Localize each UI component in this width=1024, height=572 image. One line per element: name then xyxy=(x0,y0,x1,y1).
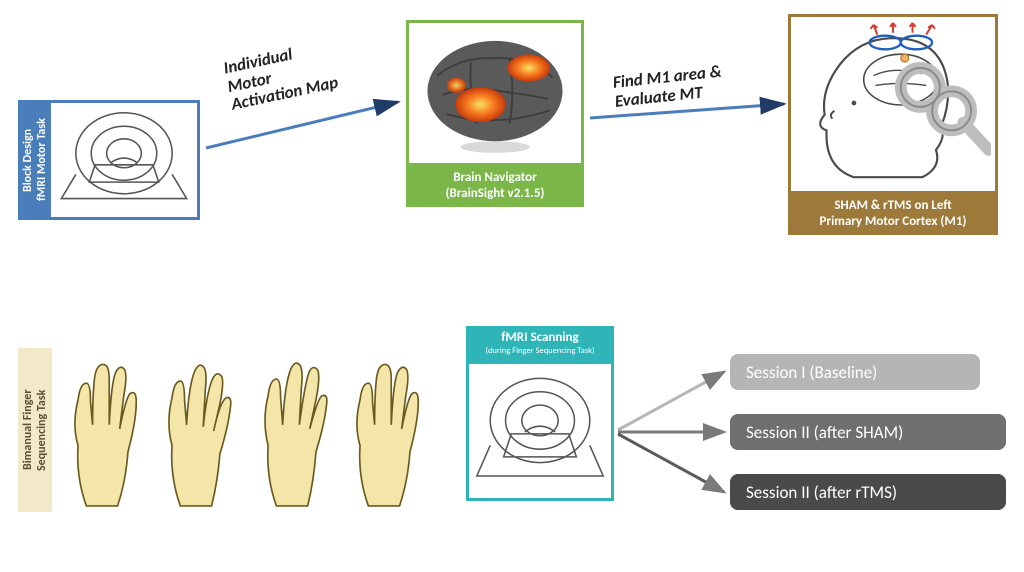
panel-sham-rtms: SHAM & rTMS on Left Primary Motor Cortex… xyxy=(788,14,998,236)
caption-sr-line1: SHAM & rTMS on Left xyxy=(794,198,992,214)
caption-bn-line1: Brain Navigator xyxy=(412,170,578,186)
session-1: Session I (Baseline) xyxy=(730,354,980,390)
session-arrows xyxy=(612,352,742,512)
mri-scanner-icon xyxy=(473,368,607,494)
label-bimanual: Bimanual Finger Sequencing Task xyxy=(18,348,52,512)
hand-icon xyxy=(341,352,429,508)
mri-scanner-icon xyxy=(55,107,193,213)
panel-block-design: Block Design fMRI Motor Task xyxy=(18,100,200,220)
label-block-design: Block Design fMRI Motor Task xyxy=(18,100,48,220)
image-mri-scanner-2 xyxy=(466,361,614,501)
hand-icon xyxy=(153,352,241,508)
caption-fs-line1: fMRI Scanning xyxy=(472,330,608,346)
caption-fmri-scanning: fMRI Scanning (during Finger Sequencing … xyxy=(466,326,614,361)
panel-bimanual: Bimanual Finger Sequencing Task xyxy=(18,348,436,512)
panel-fmri-scanning: fMRI Scanning (during Finger Sequencing … xyxy=(466,326,614,506)
caption-sham-rtms: SHAM & rTMS on Left Primary Motor Cortex… xyxy=(788,194,998,235)
image-mri-scanner-1 xyxy=(48,100,200,220)
panel-brain-navigator: Brain Navigator (BrainSight v2.1.5) xyxy=(406,20,584,206)
image-hands xyxy=(52,348,436,512)
caption-fs-line2: (during Finger Sequencing Task) xyxy=(472,346,608,357)
session-2: Session II (after SHAM) xyxy=(730,414,1006,450)
image-brain-activation xyxy=(406,20,584,166)
session-3: Session II (after rTMS) xyxy=(730,474,1006,510)
caption-bn-line2: (BrainSight v2.1.5) xyxy=(412,186,578,202)
caption-brain-navigator: Brain Navigator (BrainSight v2.1.5) xyxy=(406,166,584,207)
hand-icon xyxy=(59,352,147,508)
tms-head-icon xyxy=(795,21,991,187)
image-tms-head xyxy=(788,14,998,194)
hand-icon xyxy=(247,352,335,508)
brain-activation-icon xyxy=(413,27,577,159)
caption-sr-line2: Primary Motor Cortex (M1) xyxy=(794,214,992,230)
